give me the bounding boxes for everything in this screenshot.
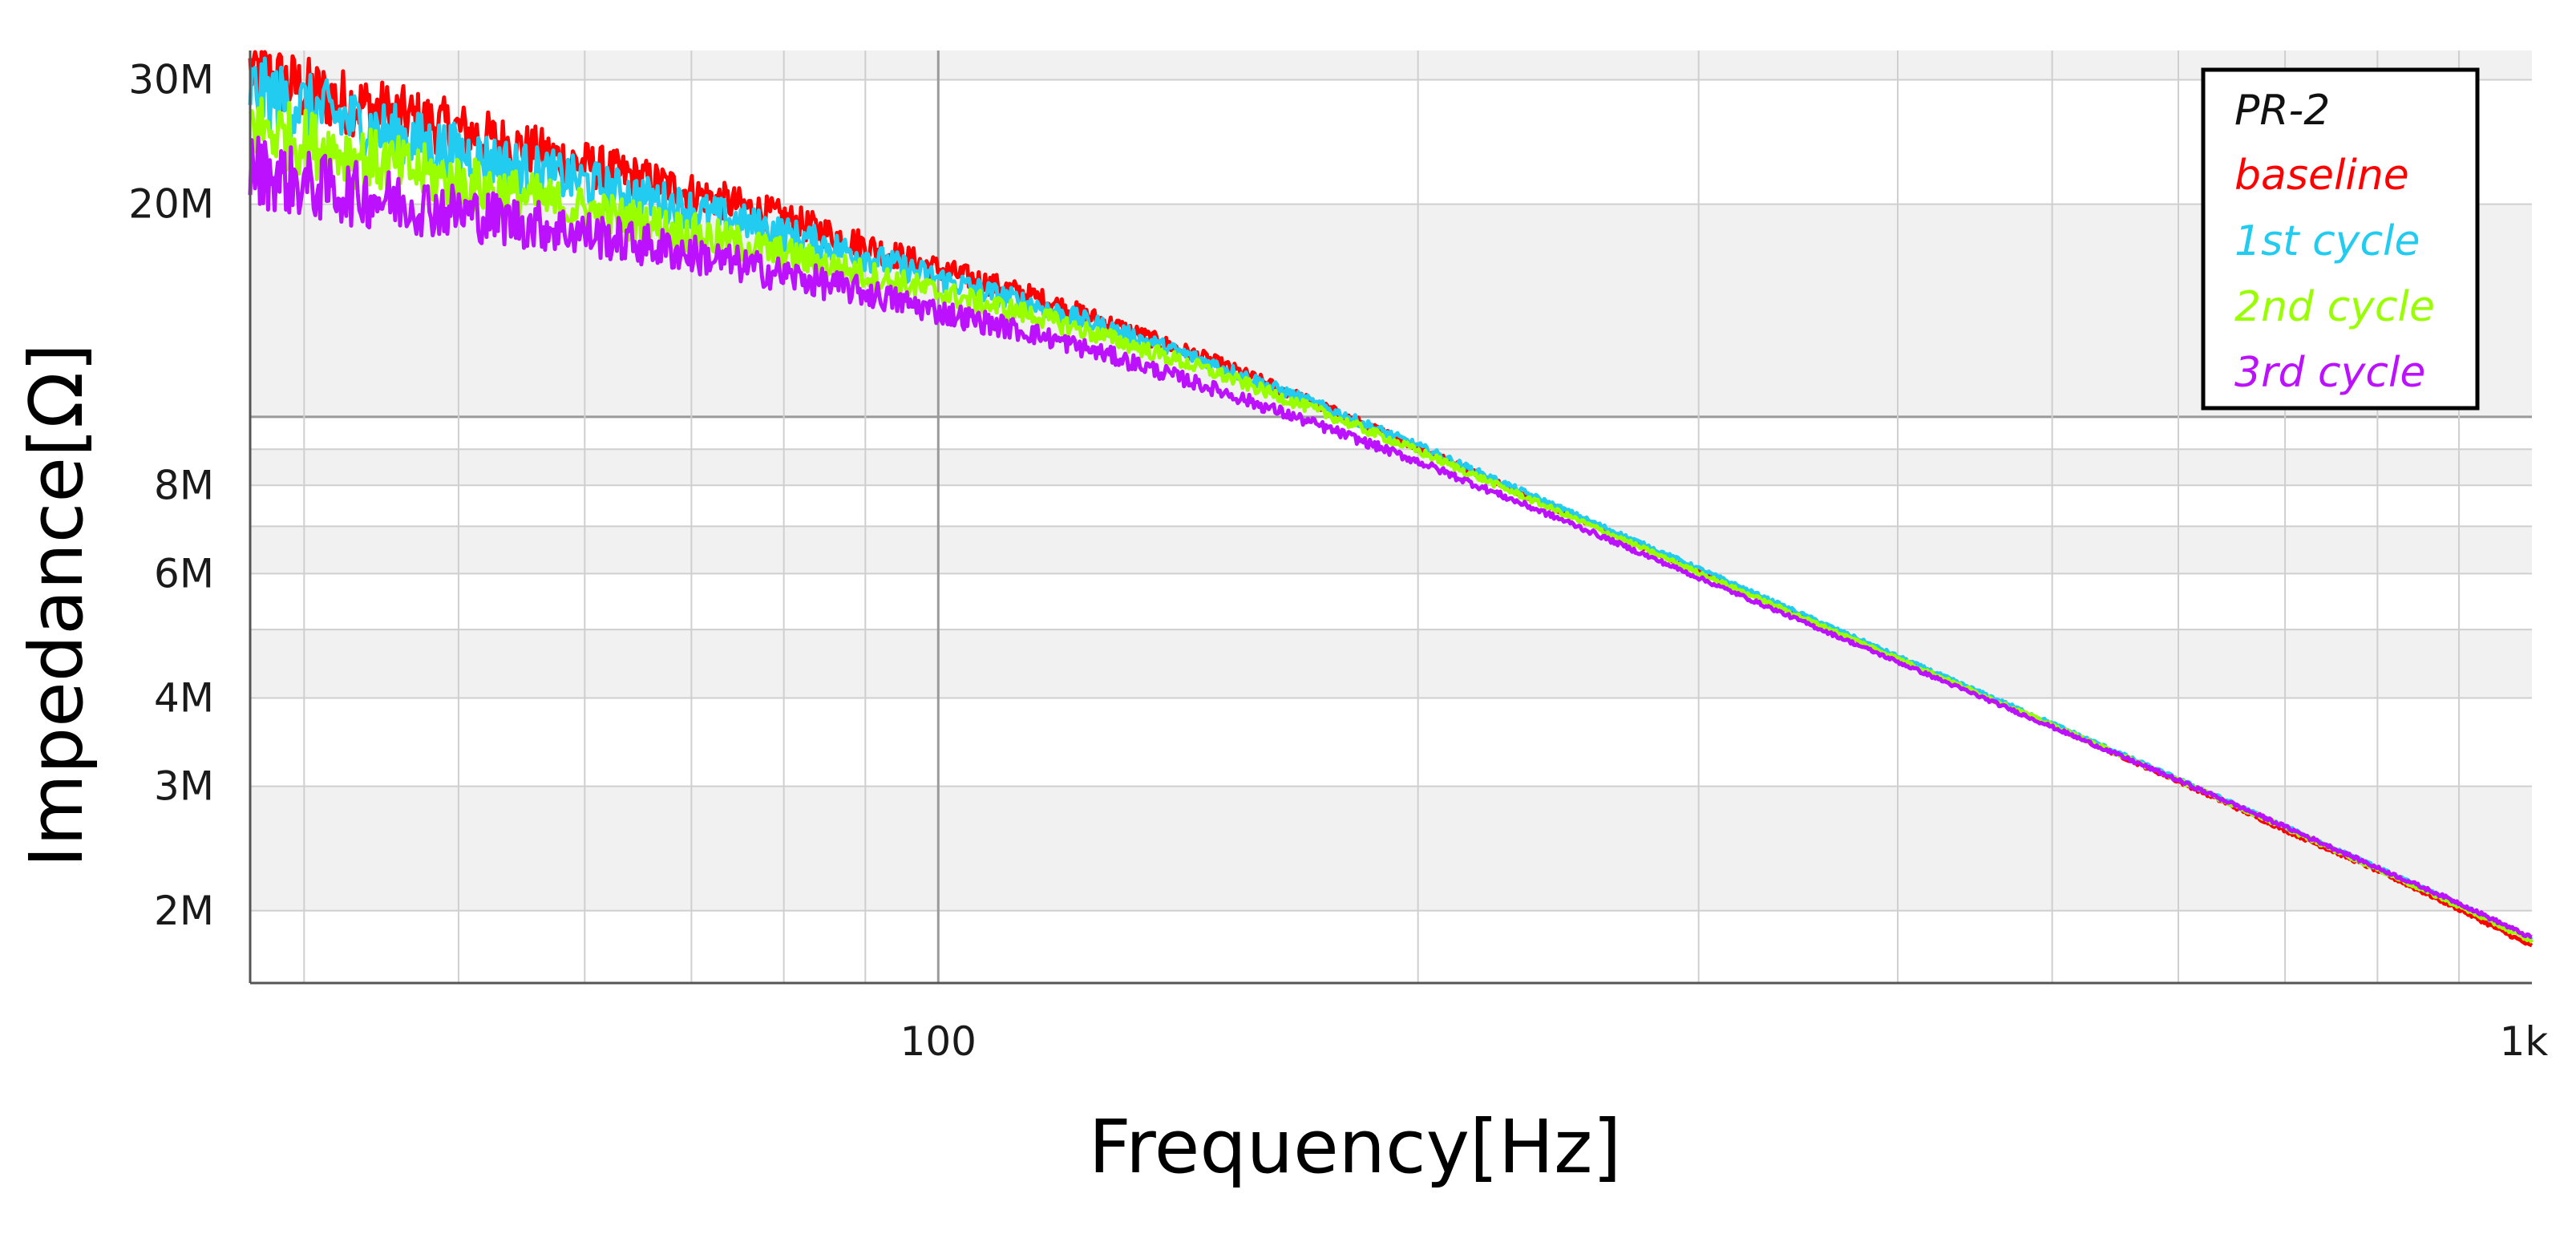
legend-entry-3rd-cycle: 3rd cycle xyxy=(2234,349,2425,397)
grid-band xyxy=(250,698,2532,787)
y-tick-label: 2M xyxy=(154,888,214,934)
tick-labels: 30M 20M 8M 6M 4M 3M 2M 100 1k xyxy=(128,56,2548,1065)
legend-entry-baseline: baseline xyxy=(2234,152,2409,200)
y-tick-label: 3M xyxy=(154,763,214,810)
y-tick-label: 20M xyxy=(128,181,214,228)
y-axis-title: Impedance[Ω] xyxy=(14,343,99,868)
axes xyxy=(249,51,2532,985)
y-tick-label: 6M xyxy=(154,550,214,597)
grid-band xyxy=(250,910,2532,983)
grid-band xyxy=(250,573,2532,630)
grid-band xyxy=(250,485,2532,527)
y-tick-label: 8M xyxy=(154,462,214,508)
x-axis-title: Frequency[Hz] xyxy=(1089,1104,1622,1190)
legend-box xyxy=(2201,67,2480,411)
x-tick-label: 100 xyxy=(900,1018,977,1065)
grid xyxy=(250,51,2532,983)
y-tick-label: 30M xyxy=(128,56,214,103)
x-tick-label: 1k xyxy=(2500,1018,2549,1065)
legend: PR-2 baseline 1st cycle 2nd cycle 3rd cy… xyxy=(2201,67,2480,411)
legend-title: PR-2 xyxy=(2234,87,2330,135)
y-tick-label: 4M xyxy=(154,675,214,722)
legend-entry-2nd-cycle: 2nd cycle xyxy=(2234,283,2435,331)
series-lines xyxy=(248,50,2534,948)
series-line-3rd-cycle xyxy=(248,136,2533,940)
legend-entry-1st-cycle: 1st cycle xyxy=(2234,217,2420,265)
